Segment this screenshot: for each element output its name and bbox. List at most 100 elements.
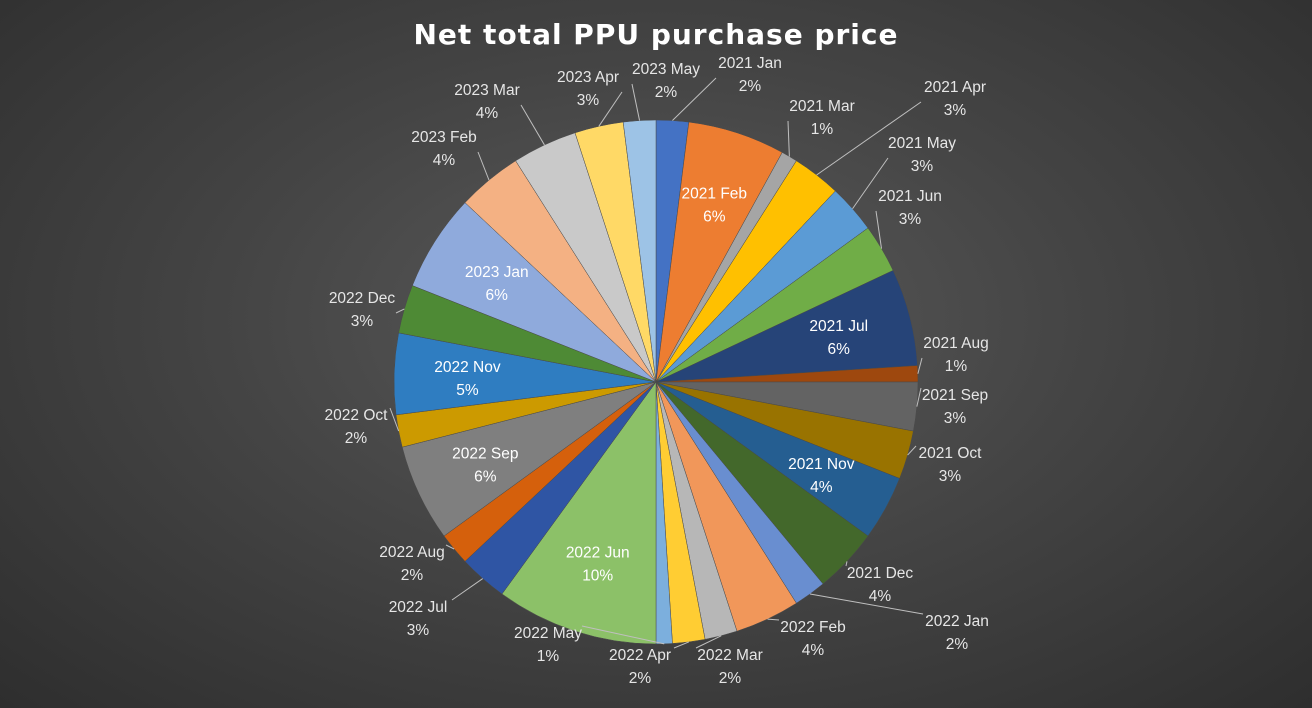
- leader-line: [598, 91, 623, 127]
- slice-label: 2021 Jun 3%: [878, 188, 942, 228]
- slice-label-percent: 3%: [944, 102, 967, 119]
- slice-label-name: 2021 Jul: [809, 318, 868, 335]
- slice-label-name: 2022 Apr: [609, 647, 671, 664]
- slice-label-name: 2022 Feb: [780, 619, 846, 636]
- slice-label-percent: 3%: [899, 211, 922, 228]
- slice-label-percent: 10%: [582, 567, 613, 584]
- slice-label: 2023 Mar 4%: [454, 82, 519, 122]
- leader-line: [767, 618, 780, 621]
- slice-label-name: 2022 Mar: [697, 647, 762, 664]
- leader-line: [907, 445, 917, 456]
- slice-label: 2023 Jan 6%: [465, 264, 529, 304]
- slice-label: 2022 Sep 6%: [452, 445, 518, 485]
- slice-label-name: 2021 Feb: [682, 186, 748, 203]
- slice-label-name: 2021 Dec: [847, 565, 914, 582]
- slice-label-percent: 3%: [577, 92, 600, 109]
- slice-label-name: 2021 Jan: [718, 55, 782, 72]
- slice-label-name: 2022 May: [514, 625, 582, 642]
- leader-line: [787, 120, 790, 157]
- leader-line: [875, 210, 883, 249]
- slice-label-percent: 6%: [828, 341, 851, 358]
- slice-label: 2021 Oct 3%: [919, 445, 983, 485]
- slice-label-name: 2023 Mar: [454, 82, 519, 99]
- slice-label: 2021 Mar 1%: [789, 98, 854, 138]
- slice-label-percent: 3%: [407, 622, 430, 639]
- slice-label-name: 2021 Aug: [923, 335, 989, 352]
- slice-label: 2022 May 1%: [514, 625, 582, 665]
- slice-label: 2022 Feb 4%: [780, 619, 846, 659]
- slice-label-name: 2022 Jun: [566, 544, 630, 561]
- slice-label-name: 2022 Oct: [325, 407, 389, 424]
- slice-label-name: 2021 Mar: [789, 98, 854, 115]
- slice-label-name: 2023 May: [632, 61, 700, 78]
- slice-label: 2023 Apr 3%: [557, 69, 619, 109]
- slice-label-percent: 4%: [869, 588, 892, 605]
- slice-label-percent: 6%: [486, 287, 509, 304]
- slice-label-name: 2022 Nov: [434, 359, 501, 376]
- slice-label-percent: 2%: [719, 670, 742, 687]
- slice-label-name: 2021 Apr: [924, 79, 986, 96]
- slice-label-percent: 2%: [739, 78, 762, 95]
- leader-line: [389, 407, 400, 432]
- slice-label: 2021 Feb 6%: [682, 186, 748, 226]
- slice-label: 2022 Oct 2%: [325, 407, 389, 447]
- slice-label: 2022 Nov 5%: [434, 359, 501, 399]
- slice-label: 2022 Aug 2%: [379, 544, 445, 584]
- leader-line: [695, 635, 722, 649]
- leader-line: [816, 101, 922, 176]
- leader-line: [845, 561, 848, 567]
- slice-label-name: 2023 Jan: [465, 264, 529, 281]
- leader-line: [477, 151, 490, 181]
- leader-line: [673, 641, 690, 649]
- slice-label: 2022 Jan 2%: [925, 613, 989, 653]
- leader-line: [917, 357, 923, 374]
- leader-line: [520, 104, 545, 146]
- slice-label-percent: 4%: [476, 105, 499, 122]
- slice-label-name: 2023 Apr: [557, 69, 619, 86]
- slice-label-name: 2021 Sep: [922, 387, 988, 404]
- slice-label-percent: 2%: [401, 567, 424, 584]
- slice-label-name: 2022 Jul: [389, 599, 448, 616]
- slice-label-name: 2023 Feb: [411, 129, 477, 146]
- slice-label-name: 2022 Sep: [452, 445, 518, 462]
- slice-label-percent: 3%: [911, 158, 934, 175]
- slice-label: 2021 Sep 3%: [922, 387, 988, 427]
- slice-label: 2021 Dec 4%: [847, 565, 914, 605]
- slice-label-percent: 4%: [433, 152, 456, 169]
- slice-label-percent: 2%: [655, 84, 678, 101]
- slice-label-percent: 4%: [810, 479, 833, 496]
- slice-label: 2022 Dec 3%: [329, 290, 396, 330]
- slice-label: 2021 Apr 3%: [924, 79, 986, 119]
- slice-label-percent: 5%: [456, 382, 479, 399]
- leader-line: [672, 77, 717, 121]
- slice-label-percent: 2%: [345, 430, 368, 447]
- slice-label: 2022 Jun 10%: [566, 544, 630, 584]
- slice-label: 2023 May 2%: [632, 61, 700, 101]
- slice-label-percent: 1%: [811, 121, 834, 138]
- slice-label: 2021 Nov 4%: [788, 456, 855, 496]
- slice-label-name: 2021 May: [888, 135, 956, 152]
- slice-label-percent: 1%: [537, 648, 560, 665]
- slice-label-percent: 3%: [944, 410, 967, 427]
- leader-line: [445, 544, 455, 550]
- chart-title: Net total PPU purchase price: [413, 18, 899, 51]
- leader-line: [852, 157, 889, 210]
- slice-label-percent: 2%: [946, 636, 969, 653]
- slice-label: 2022 Apr 2%: [609, 647, 671, 687]
- leader-line: [581, 625, 665, 645]
- slice-label-percent: 6%: [474, 468, 497, 485]
- slice-label-percent: 1%: [945, 358, 968, 375]
- leader-line: [809, 593, 924, 615]
- slice-label: 2021 May 3%: [888, 135, 956, 175]
- pie-slice-2022-jun: [501, 381, 657, 645]
- slice-label: 2022 Jul 3%: [389, 599, 448, 639]
- slice-label-percent: 3%: [939, 468, 962, 485]
- slice-label: 2021 Aug 1%: [923, 335, 989, 375]
- leader-line: [451, 578, 484, 601]
- slice-label-percent: 2%: [629, 670, 652, 687]
- slice-label-name: 2021 Oct: [919, 445, 983, 462]
- slice-label-name: 2021 Jun: [878, 188, 942, 205]
- slice-label-name: 2022 Jan: [925, 613, 989, 630]
- slice-label-percent: 6%: [703, 209, 726, 226]
